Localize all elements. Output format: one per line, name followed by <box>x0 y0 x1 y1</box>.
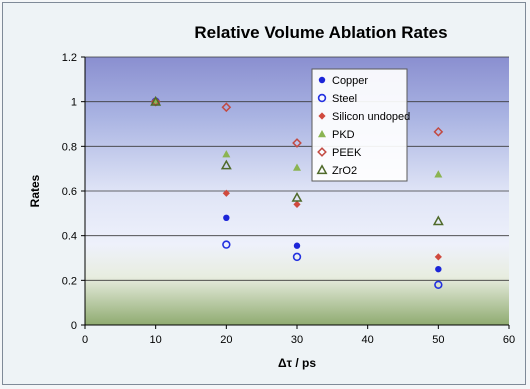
x-tick-label: 10 <box>150 334 162 346</box>
point-steel <box>434 280 443 289</box>
legend: Copper Steel Silicon undoped PKD PEEK ZrO2 <box>311 68 410 182</box>
chart-frame: Relative Volume Ablation Rates 0 0.2 0.4 0.… <box>2 2 526 385</box>
legend-box <box>311 68 408 182</box>
y-tick-label: 1 <box>71 97 77 109</box>
legend-marker-zro2 <box>316 164 328 175</box>
point-copper <box>223 214 230 221</box>
legend-label-copper: Copper <box>332 75 368 87</box>
legend-label-silicon-undoped: Silicon undoped <box>332 111 410 123</box>
point-zro2 <box>220 159 232 170</box>
legend-marker-silicon-undoped <box>318 112 326 120</box>
y-tick-label: 0 <box>71 320 77 332</box>
x-tick-label: 20 <box>220 334 232 346</box>
legend-marker-peek <box>317 147 327 157</box>
point-pkd <box>434 170 443 178</box>
x-axis-label: Δτ / ps <box>278 356 316 370</box>
legend-marker-pkd <box>318 130 326 138</box>
point-zro2 <box>291 191 303 202</box>
y-tick-label: 0.6 <box>62 186 77 198</box>
y-tick-labels: 0 0.2 0.4 0.6 0.8 1 1.2 <box>62 52 85 332</box>
point-peek <box>292 138 302 148</box>
y-tick-label: 1.2 <box>62 52 77 64</box>
legend-label-zro2: ZrO2 <box>332 165 357 177</box>
point-copper <box>293 242 301 249</box>
x-tick-label: 0 <box>82 334 88 346</box>
legend-label-steel: Steel <box>332 93 357 105</box>
y-tick-label: 0.4 <box>62 231 77 243</box>
point-zro2 <box>432 215 444 226</box>
x-tick-label: 30 <box>291 334 303 346</box>
legend-label-pkd: PKD <box>332 129 355 141</box>
point-peek <box>221 102 232 113</box>
x-tick-labels: 0 10 20 30 40 50 60 <box>82 325 515 346</box>
legend-marker-copper <box>318 76 326 84</box>
y-axis-label: Rates <box>28 174 42 207</box>
y-tick-label: 0.2 <box>62 275 77 287</box>
x-tick-label: 40 <box>362 334 374 346</box>
x-tick-label: 50 <box>432 334 444 346</box>
point-steel <box>222 240 231 249</box>
chart-title: Relative Volume Ablation Rates <box>194 23 447 42</box>
point-copper <box>435 265 442 273</box>
point-silicon-undoped <box>293 200 301 208</box>
point-steel <box>292 252 302 262</box>
legend-label-peek: PEEK <box>332 147 362 159</box>
legend-marker-steel <box>317 93 327 103</box>
point-pkd <box>293 163 301 171</box>
x-tick-label: 60 <box>503 334 515 346</box>
y-tick-label: 0.8 <box>62 141 77 153</box>
scatter-chart: Relative Volume Ablation Rates 0 0.2 0.4 0.… <box>28 23 515 370</box>
point-silicon-undoped <box>222 189 230 197</box>
point-peek <box>433 126 444 137</box>
point-pkd <box>222 150 231 158</box>
point-zro2 <box>150 95 162 106</box>
data-points <box>150 95 444 289</box>
